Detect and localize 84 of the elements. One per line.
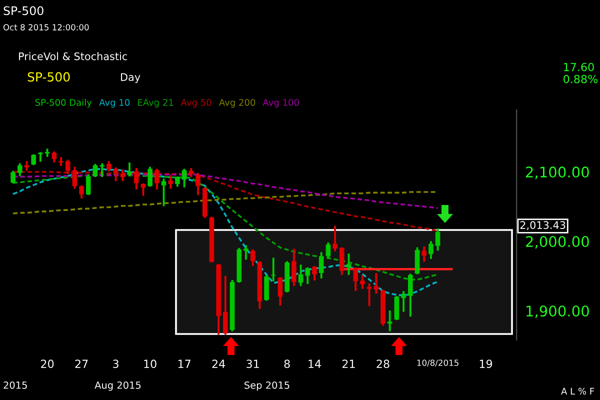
x-tick-label: 3 <box>113 360 118 368</box>
candlestick <box>17 163 22 176</box>
candlestick <box>100 163 104 177</box>
candlestick <box>58 156 64 166</box>
candlestick <box>326 242 331 258</box>
text: Day <box>121 73 140 84</box>
candlestick <box>278 277 283 306</box>
candlestick <box>366 283 372 306</box>
x-tick-label: 21 <box>342 360 355 368</box>
candlestick <box>168 175 174 189</box>
candlestick <box>312 266 317 281</box>
candlestick <box>360 275 365 289</box>
candlestick <box>161 178 166 206</box>
text: Aug 2015 <box>94 381 141 391</box>
candlestick <box>92 164 98 177</box>
text: Sep 2015 <box>244 381 290 391</box>
candlestick <box>353 267 358 291</box>
candlestick <box>428 241 434 259</box>
candlestick <box>113 167 118 182</box>
text: A L % F <box>561 388 594 395</box>
chart-subtitle: Oct 8 2015 12:00:00 <box>3 24 89 30</box>
x-tick-label: 10 <box>144 360 156 368</box>
candlestick <box>435 228 440 251</box>
text: 17.60 <box>564 62 594 72</box>
x-tick-label: 8 <box>284 360 290 368</box>
text: Avg 50 <box>180 98 212 108</box>
candlestick <box>387 310 392 332</box>
candlestick <box>414 247 420 274</box>
candlestick <box>401 291 406 312</box>
candlestick <box>422 246 427 262</box>
x-tick-label: 20 <box>41 360 54 368</box>
x-tick-label: 27 <box>75 360 88 368</box>
text: 2,013.43 <box>520 221 566 230</box>
candlestick <box>196 172 200 196</box>
candlestick <box>332 226 338 252</box>
candlestick <box>134 168 139 190</box>
candlestick <box>223 276 228 335</box>
candlestick <box>38 152 43 162</box>
candlestick <box>120 169 126 182</box>
x-tick-label: 10/8/2015 <box>417 360 458 367</box>
candlestick <box>394 296 400 320</box>
x-tick-label: 17 <box>178 360 190 368</box>
x-tick-label: 19 <box>480 360 492 368</box>
candlestick <box>182 168 187 188</box>
candlestick <box>305 267 310 284</box>
text: EAvg 21 <box>138 98 174 108</box>
candlestick <box>140 183 146 196</box>
candlestick <box>65 160 70 174</box>
text: Avg 200 <box>218 98 256 108</box>
text: SP-500 Daily <box>35 98 92 108</box>
text: 2015 <box>4 381 27 389</box>
candlestick <box>264 275 269 301</box>
y-tick-label: 2,000.00 <box>526 236 589 249</box>
candlestick <box>250 249 256 266</box>
text: SP-500 <box>28 72 70 82</box>
candlestick <box>127 162 132 176</box>
text: 0.88% <box>564 74 598 84</box>
candlestick <box>10 170 16 184</box>
candlestick <box>154 168 160 190</box>
text: Avg 10 <box>99 98 130 108</box>
candlestick <box>244 245 248 260</box>
x-tick-label: 14 <box>308 360 321 368</box>
candlestick <box>52 151 57 162</box>
text: PriceVol & Stochastic <box>19 52 128 60</box>
candlestick <box>339 247 344 275</box>
candlestick <box>86 174 91 196</box>
candlestick <box>72 166 78 189</box>
candlestick <box>374 273 379 294</box>
chart-title: SP-500 <box>4 6 44 16</box>
candlestick <box>44 148 50 157</box>
candlestick <box>346 254 352 275</box>
y-tick-label: 2,100.00 <box>526 166 589 180</box>
text: Avg 100 <box>262 98 299 108</box>
candlestick <box>79 185 84 199</box>
candlestick <box>148 166 152 187</box>
x-tick-label: 28 <box>376 360 390 368</box>
candlestick <box>318 252 324 278</box>
y-tick-label: 1,900.00 <box>526 306 589 318</box>
candlestick <box>408 274 413 317</box>
candlestick <box>292 248 296 286</box>
candlestick <box>298 264 304 286</box>
x-tick-label: 24 <box>212 360 226 368</box>
candlestick <box>31 154 36 166</box>
x-tick-label: 31 <box>246 360 259 368</box>
